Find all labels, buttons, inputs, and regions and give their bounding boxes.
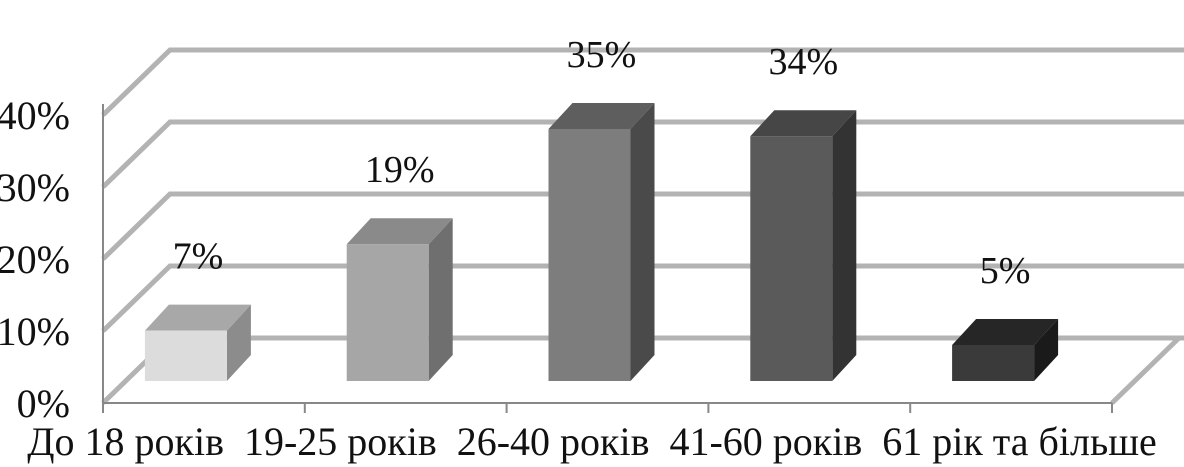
bar-5	[952, 319, 1059, 381]
data-label-1: 7%	[173, 236, 224, 278]
bar-side-1	[226, 304, 251, 381]
bar-side-4	[832, 110, 857, 381]
category-label-5: 61 рік та більше	[882, 419, 1157, 464]
bar-3	[548, 103, 655, 381]
bar-layer	[144, 103, 1059, 381]
y-tick-label-3: 30%	[0, 165, 70, 210]
bar-front-4	[750, 136, 833, 381]
y-tick-label-2: 20%	[0, 237, 70, 282]
bar-2	[346, 218, 453, 381]
category-label-3: 26-40 років	[457, 419, 650, 464]
gridline-4	[101, 47, 1184, 117]
y-tick-label-1: 10%	[0, 309, 70, 354]
bar-top-3	[548, 103, 655, 129]
y-tick-label-0: 0%	[17, 381, 70, 426]
data-label-5: 5%	[980, 250, 1031, 292]
bar-top-1	[144, 304, 251, 331]
category-label-2: 19-25 років	[244, 419, 437, 464]
bar-side-2	[428, 218, 453, 381]
bar-top-2	[346, 218, 453, 245]
floor-edge	[1110, 336, 1181, 405]
bar-front-1	[144, 330, 227, 381]
bar-1	[144, 304, 251, 381]
bar-front-2	[346, 244, 429, 381]
bar-front-3	[548, 129, 631, 381]
x-category-labels: До 18 років 19-25 років 26-40 років 41-6…	[27, 419, 1157, 464]
bar-front-5	[952, 345, 1035, 381]
bar-side-3	[630, 103, 655, 381]
bar-top-4	[750, 110, 857, 137]
category-label-4: 41-60 років	[669, 419, 862, 464]
data-label-3: 35%	[567, 34, 637, 76]
category-label-1: До 18 років	[27, 419, 224, 464]
bar-side-5	[1034, 319, 1059, 381]
data-label-2: 19%	[365, 149, 435, 191]
y-tick-label-4: 40%	[0, 93, 70, 138]
bar-top-5	[952, 319, 1059, 345]
data-label-4: 34%	[768, 41, 838, 83]
bar-4	[750, 110, 857, 381]
label-layer: 0% 10% 20% 30% 40% 7% 19% 35% 34% 5%	[0, 34, 1030, 426]
axis-layer	[102, 104, 1113, 413]
